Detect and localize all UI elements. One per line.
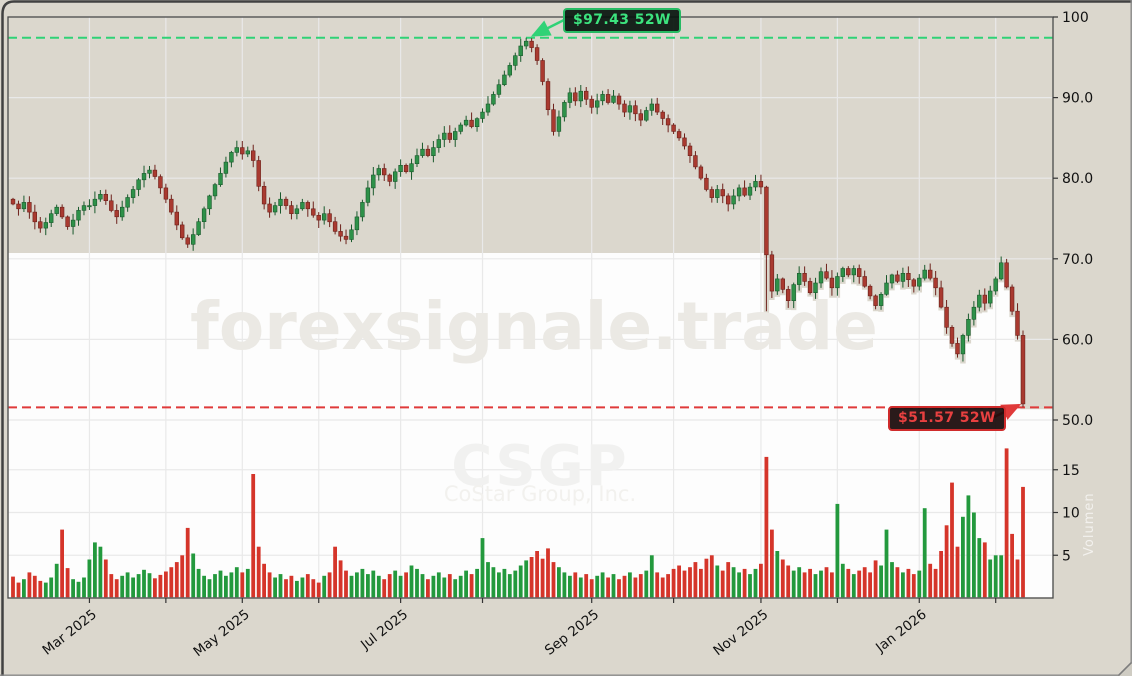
corner-notch	[1117, 661, 1132, 676]
svg-text:5: 5	[1062, 548, 1071, 564]
low-52w-annotation: $51.57 52W	[888, 406, 1006, 431]
svg-text:80.0: 80.0	[1062, 171, 1093, 187]
volume-bars	[11, 448, 1025, 598]
high-52w-annotation: $97.43 52W	[563, 8, 681, 33]
company-watermark: CoStar Group, Inc.	[444, 482, 636, 506]
volume-axis-watermark: Volumen	[1082, 492, 1097, 556]
site-watermark: forexsignale.trade	[190, 288, 878, 365]
high-annotation-arrow	[530, 18, 565, 37]
candles-layer	[10, 37, 1026, 408]
svg-text:10: 10	[1062, 506, 1080, 522]
axis-ticks	[88, 16, 1058, 603]
ticker-watermark: CSGP	[451, 434, 628, 499]
gridlines	[8, 17, 1053, 598]
svg-text:90.0: 90.0	[1062, 91, 1093, 107]
svg-text:15: 15	[1062, 463, 1080, 479]
svg-text:60.0: 60.0	[1062, 332, 1093, 348]
svg-text:50.0: 50.0	[1062, 413, 1093, 429]
axes-frame	[7, 16, 1054, 599]
svg-text:70.0: 70.0	[1062, 252, 1093, 268]
svg-text:100: 100	[1062, 10, 1089, 26]
